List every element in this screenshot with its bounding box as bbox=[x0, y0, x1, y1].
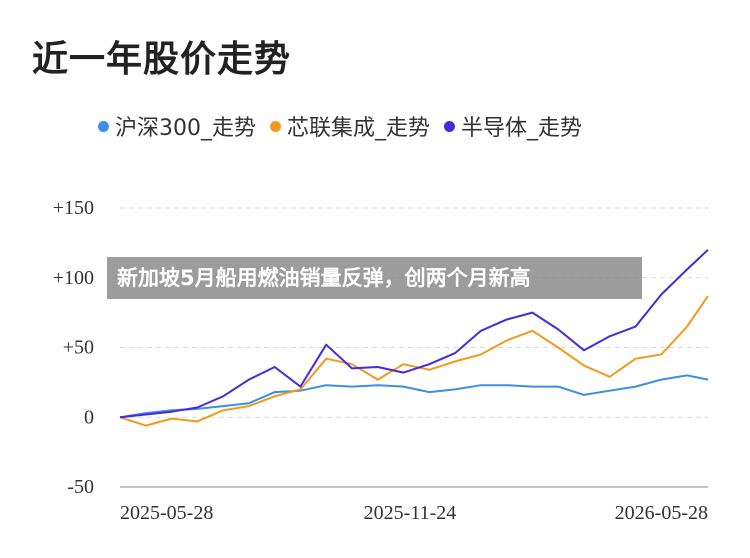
y-tick-label: 0 bbox=[84, 406, 94, 428]
legend-dot-semiconductor bbox=[444, 120, 456, 132]
y-tick-label: +100 bbox=[53, 267, 94, 289]
y-tick-label: +50 bbox=[63, 337, 94, 359]
legend-item-xinlian[interactable]: 芯联集成_走势 bbox=[270, 110, 430, 142]
legend-dot-hs300 bbox=[98, 120, 109, 132]
series-line-2 bbox=[119, 249, 709, 419]
y-tick-label: +150 bbox=[53, 197, 94, 219]
x-tick-label: 2026-05-28 bbox=[615, 502, 708, 524]
news-headline-banner[interactable]: 新加坡5月船用燃油销量反弹，创两个月新高 bbox=[107, 257, 642, 299]
legend-label-semiconductor: 半导体_走势 bbox=[461, 116, 583, 141]
legend-item-hs300[interactable]: 沪深300_走势 bbox=[98, 110, 256, 142]
chart-title: 近一年股价走势 bbox=[32, 39, 292, 80]
y-tick-label: -50 bbox=[67, 476, 94, 498]
x-tick-label: 2025-05-28 bbox=[120, 502, 213, 524]
legend-item-semiconductor[interactable]: 半导体_走势 bbox=[444, 110, 582, 142]
chart-legend: 沪深300_走势 芯联集成_走势 半导体_走势 bbox=[98, 110, 596, 142]
legend-label-hs300: 沪深300_走势 bbox=[115, 116, 256, 141]
x-tick-label: 2025-11-24 bbox=[364, 502, 457, 524]
series-line-0 bbox=[119, 374, 709, 419]
series-line-1 bbox=[119, 295, 709, 427]
legend-dot-xinlian bbox=[270, 120, 281, 132]
legend-label-xinlian: 芯联集成_走势 bbox=[287, 116, 431, 141]
